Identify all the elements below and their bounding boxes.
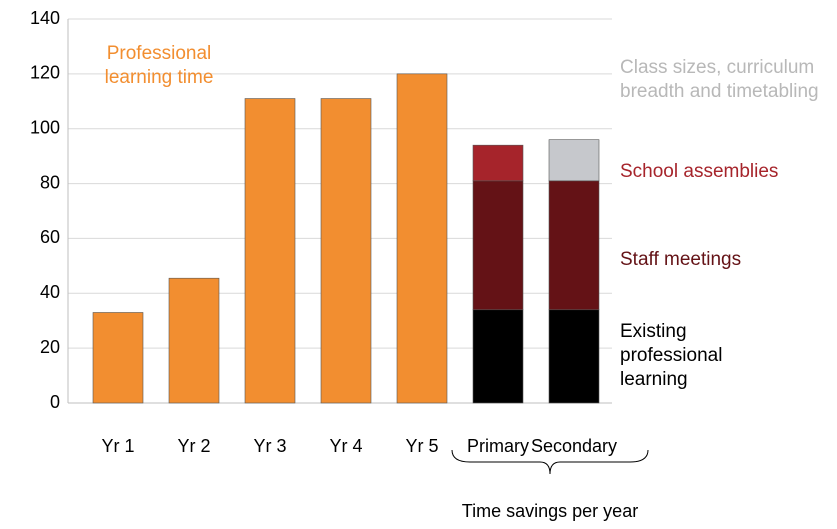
x-tick-label: Primary [467,436,529,456]
bar-segment [548,309,600,404]
bar-segment [168,277,220,404]
x-tick-label: Yr 1 [101,436,134,456]
bar-segment [244,98,296,404]
legend-label: Professional learning time [104,43,214,88]
bar-segment [548,180,600,311]
bar-segment [320,98,372,404]
bar-segment [472,144,524,182]
bar-segment [472,309,524,404]
legend-label: Class sizes, curriculum breadth and time… [620,57,819,102]
y-tick-label: 60 [40,227,60,247]
y-tick-label: 0 [50,392,60,412]
x-tick-label: Yr 3 [253,436,286,456]
x-tick-label: Yr 4 [329,436,362,456]
x-tick-label: Secondary [531,436,617,456]
y-tick-label: 40 [40,282,60,302]
bar-segment [396,73,448,404]
y-tick-label: 80 [40,172,60,192]
legend-label: School assemblies [620,161,779,182]
annotation: Time savings per year [462,501,638,521]
y-tick-label: 20 [40,337,60,357]
bar-segment [548,139,600,182]
y-tick-label: 140 [30,8,60,28]
legend-label: Existing professional learning [620,321,723,390]
bar-segment [472,180,524,311]
brace [451,449,649,475]
x-tick-label: Yr 2 [177,436,210,456]
x-tick-label: Yr 5 [405,436,438,456]
legend-label: Staff meetings [620,249,742,270]
y-tick-label: 120 [30,63,60,83]
y-tick-label: 100 [30,117,60,137]
bar-segment [92,312,144,404]
